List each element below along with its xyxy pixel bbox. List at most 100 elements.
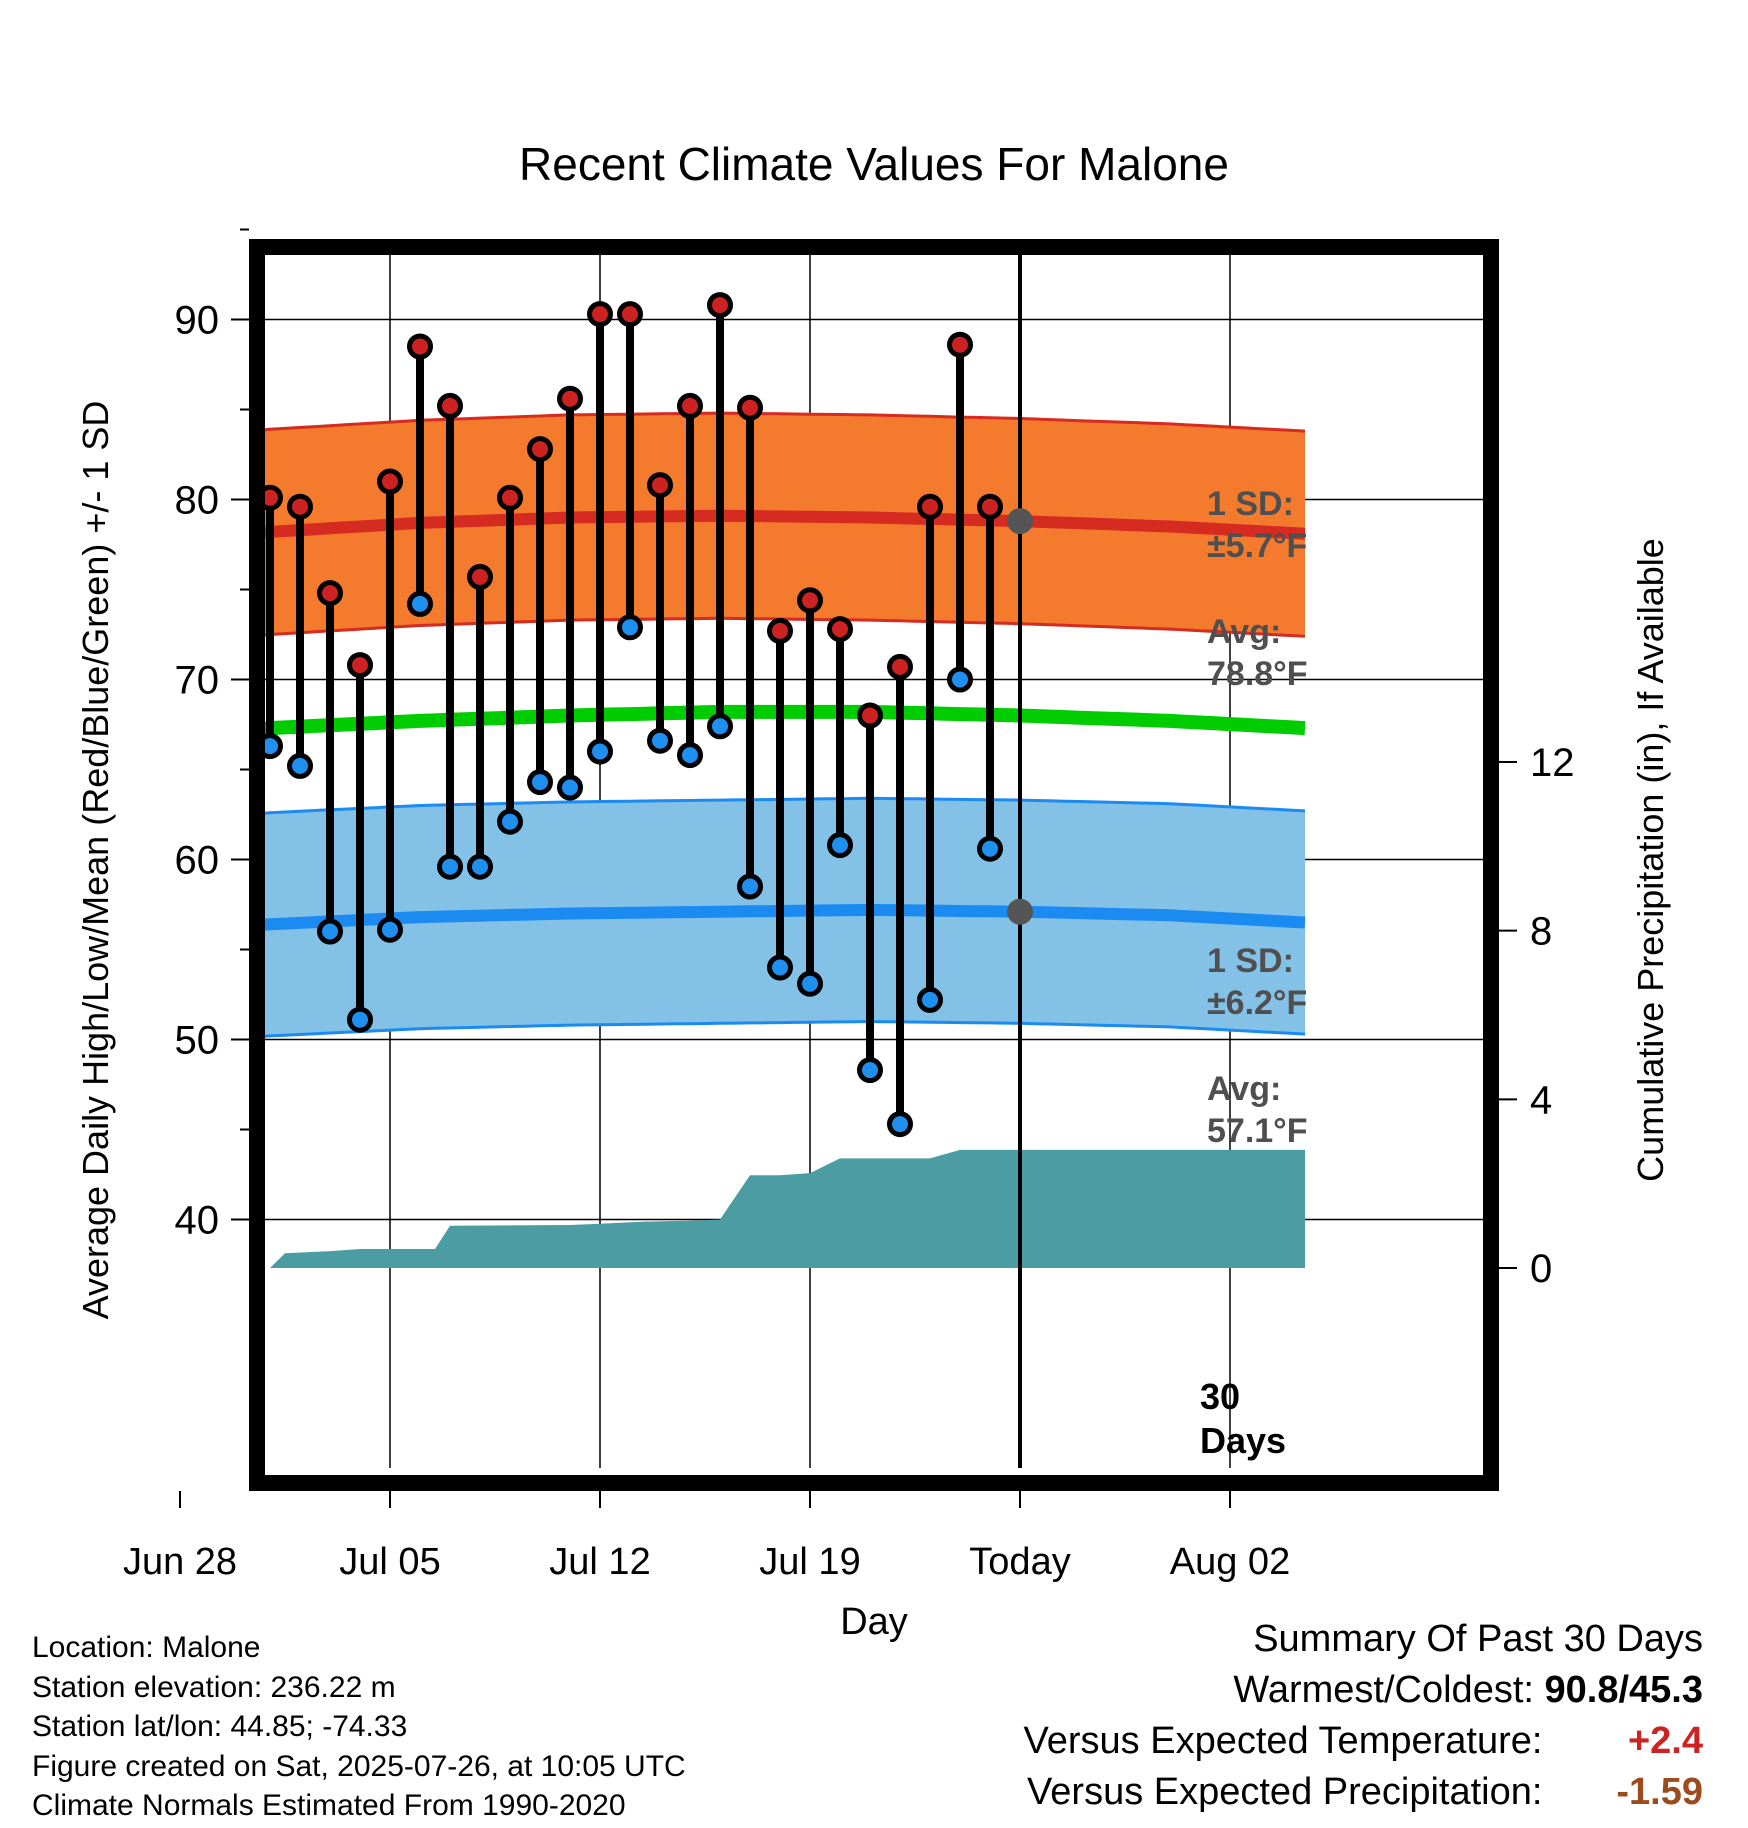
- y-tick-label-right: 0: [1530, 1247, 1552, 1291]
- low-point: [887, 1111, 913, 1138]
- high-point: [140, 505, 161, 526]
- high-point: [317, 580, 343, 607]
- high-point: [377, 468, 403, 495]
- y-tick-label-right: 4: [1530, 1078, 1552, 1122]
- high-point: [947, 331, 973, 358]
- high-avg-marker: [1007, 508, 1033, 535]
- latlon-text: Station lat/lon: 44.85; -74.33: [32, 1710, 408, 1743]
- low-avg-marker: [1007, 898, 1033, 925]
- x-tick-label: Jul 19: [759, 1541, 860, 1583]
- elevation-text: Station elevation: 236.22 m: [32, 1670, 396, 1704]
- x-tick-label: Jul 12: [549, 1541, 650, 1583]
- low-point: [827, 832, 853, 859]
- high-point: [347, 652, 373, 679]
- temp-row: Versus Expected Temperature: +2.4: [1024, 1716, 1703, 1767]
- low-point: [377, 916, 403, 943]
- temp-label: Versus Expected Temperature:: [1023, 1720, 1543, 1762]
- y-tick-label-right: 12: [1530, 741, 1575, 785]
- low-sd-label: 1 SD:: [1207, 942, 1294, 980]
- y-tick-label-right: 8: [1530, 910, 1552, 954]
- high-avg-label: Avg:: [1207, 613, 1281, 651]
- low-point: [557, 774, 583, 801]
- high-point: [647, 472, 673, 499]
- low-point: [265, 733, 283, 760]
- high-point: [617, 301, 643, 328]
- low-point: [707, 713, 733, 740]
- normal-low-line: [265, 903, 1306, 931]
- high-point: [407, 333, 433, 360]
- location-text: Location: Malone: [32, 1631, 261, 1664]
- precipitation-area: [265, 1149, 1305, 1268]
- high-point: [977, 493, 1003, 520]
- x-axis-label: Day: [840, 1601, 908, 1643]
- high-avg-value: 78.8°F: [1207, 655, 1308, 693]
- high-point: [737, 394, 763, 421]
- plot-frame: [249, 239, 1499, 1491]
- low-sd-lower-line: [265, 1019, 1306, 1038]
- x-tick-label: Today: [969, 1541, 1070, 1583]
- warm-cold-label: Warmest/Coldest:: [1233, 1669, 1534, 1711]
- y-tick-label-left: 40: [175, 1199, 220, 1243]
- daily-points: [140, 292, 1003, 1138]
- warm-cold-row: Warmest/Coldest: 90.8/45.3: [1024, 1665, 1703, 1716]
- high-point: [557, 385, 583, 412]
- y-tick-label-left: 80: [175, 479, 220, 523]
- days-count: 30: [1200, 1376, 1240, 1417]
- low-point: [647, 727, 673, 754]
- precip-label: Versus Expected Precipitation:: [1027, 1771, 1543, 1813]
- low-point: [617, 614, 643, 641]
- plot-area: [140, 247, 1483, 1468]
- station-info: Location: Malone Station elevation: 236.…: [32, 1628, 686, 1826]
- low-sd-upper-line: [265, 796, 1306, 815]
- high-sd-upper-line: [265, 411, 1306, 433]
- y-tick-label-left: 90: [175, 299, 220, 343]
- low-point: [140, 1013, 161, 1034]
- low-point: [857, 1057, 883, 1084]
- high-point: [467, 563, 493, 590]
- normal-high-line: [265, 509, 1306, 540]
- cumulative-precip-area: [265, 1149, 1305, 1268]
- precip-row: Versus Expected Precipitation: -1.59: [1024, 1767, 1703, 1818]
- high-sd-lower-line: [265, 616, 1306, 638]
- high-point: [677, 392, 703, 419]
- y-tick-label-left: 60: [175, 839, 220, 883]
- high-point: [797, 587, 823, 614]
- warm-cold-value: 90.8/45.3: [1544, 1669, 1703, 1711]
- low-point: [797, 970, 823, 997]
- low-point: [467, 853, 493, 880]
- low-point: [737, 873, 763, 900]
- high-point: [707, 292, 733, 319]
- low-point: [587, 738, 613, 765]
- high-point: [827, 616, 853, 643]
- high-point: [767, 617, 793, 644]
- y-axis-label-left: Average Daily High/Low/Mean (Red/Blue/Gr…: [75, 401, 116, 1320]
- low-point: [527, 769, 553, 796]
- high-point: [437, 392, 463, 419]
- summary-title: Summary Of Past 30 Days: [1253, 1618, 1703, 1660]
- y-axis-label-right: Cumulative Precipitation (in), If Availa…: [1630, 538, 1671, 1182]
- daily-stems: [266, 301, 994, 1129]
- high-point: [587, 301, 613, 328]
- axes: 40 50 60 70 80 90 0 4 8 12 Jun 28 Jul 05 Jul 12 Jul 1…: [123, 228, 1575, 1583]
- days-word: Days: [1200, 1420, 1286, 1461]
- x-tick-label: Aug 02: [1170, 1541, 1290, 1583]
- low-point: [437, 853, 463, 880]
- y-tick-label-left: 70: [175, 659, 220, 703]
- low-avg-value: 57.1°F: [1207, 1112, 1308, 1150]
- low-point: [767, 954, 793, 981]
- annotations: 1 SD: ±5.7°F Avg: 78.8°F 1 SD: ±6.2°F Av…: [1200, 485, 1308, 1461]
- high-sd-value: ±5.7°F: [1207, 527, 1307, 565]
- normal-bands: [265, 411, 1306, 1038]
- low-avg-label: Avg:: [1207, 1070, 1281, 1108]
- low-point: [407, 590, 433, 617]
- low-point: [347, 1006, 373, 1033]
- high-point: [170, 451, 191, 472]
- summary-panel: Summary Of Past 30 Days Warmest/Coldest:…: [1024, 1614, 1703, 1818]
- x-tick-label: Jun 28: [123, 1541, 237, 1583]
- today-marker: [1007, 247, 1033, 1468]
- low-point: [317, 918, 343, 945]
- low-point: [287, 752, 313, 779]
- normals-text: Climate Normals Estimated From 1990-2020: [32, 1789, 626, 1822]
- normal-mean-line: [265, 704, 1306, 736]
- high-sd-band: [265, 413, 1305, 637]
